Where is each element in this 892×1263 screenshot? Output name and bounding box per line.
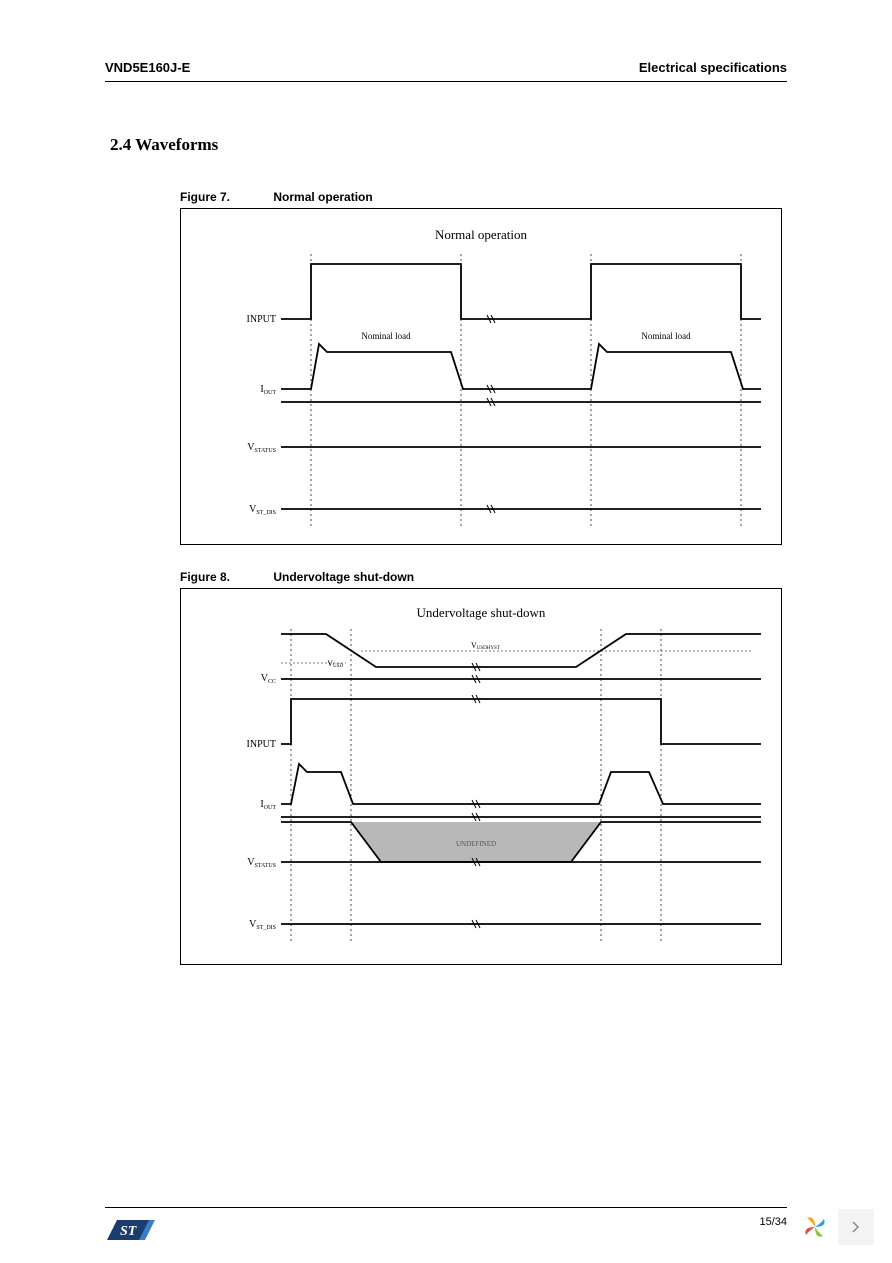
- pinwheel-icon: [800, 1212, 830, 1242]
- fig8-undefined: UNDEFINED: [456, 840, 496, 848]
- svg-text:ST: ST: [120, 1224, 138, 1239]
- figure7-caption: Figure 7. Normal operation: [180, 190, 782, 204]
- figure8-box: Undervoltage shut-down VCC VUSDHYST VUSD…: [180, 588, 782, 965]
- fig8-title: Undervoltage shut-down: [417, 605, 546, 620]
- fig7-label-input: INPUT: [247, 314, 276, 325]
- figure7-box: Normal operation INPUT Nominal load Nomi…: [180, 208, 782, 545]
- fig8-label-vstdis: VST_DIS: [249, 919, 276, 931]
- section-title-text: Waveforms: [135, 135, 218, 154]
- fig7-nominal1: Nominal load: [361, 331, 411, 341]
- fig8-vusdhyst: VUSDHYST: [471, 641, 500, 651]
- figure8-caption: Figure 8. Undervoltage shut-down: [180, 570, 782, 584]
- figure8-svg: Undervoltage shut-down VCC VUSDHYST VUSD…: [181, 589, 781, 964]
- figure7-block: Figure 7. Normal operation Normal operat…: [180, 190, 782, 545]
- header-left: VND5E160J-E: [105, 60, 190, 75]
- document-page: VND5E160J-E Electrical specifications 2.…: [0, 0, 892, 1263]
- page-header: VND5E160J-E Electrical specifications: [105, 60, 787, 82]
- section-number: 2.4: [110, 135, 131, 154]
- next-page-button[interactable]: [838, 1209, 874, 1245]
- fig7-nominal2: Nominal load: [641, 331, 691, 341]
- fig7-label-vstatus: VSTATUS: [247, 442, 276, 454]
- fig8-label-vstatus: VSTATUS: [247, 857, 276, 869]
- fig8-label-iout: IOUT: [260, 799, 276, 811]
- figure7-svg: Normal operation INPUT Nominal load Nomi…: [181, 209, 781, 544]
- section-heading: 2.4 Waveforms: [110, 135, 218, 155]
- fig7-label-iout: IOUT: [260, 384, 276, 396]
- figure8-block: Figure 8. Undervoltage shut-down Undervo…: [180, 570, 782, 965]
- page-number: 15/34: [759, 1216, 787, 1228]
- fig7-title: Normal operation: [435, 227, 528, 242]
- figure8-caption-text: Undervoltage shut-down: [273, 570, 414, 584]
- viewer-nav: [800, 1209, 874, 1245]
- fig7-label-vstdis: VST_DIS: [249, 504, 276, 516]
- page-footer: ST 15/34: [105, 1207, 787, 1208]
- figure7-caption-text: Normal operation: [273, 190, 372, 204]
- st-logo: ST: [105, 1214, 157, 1251]
- header-right: Electrical specifications: [639, 60, 787, 75]
- figure8-label: Figure 8.: [180, 570, 230, 584]
- figure7-label: Figure 7.: [180, 190, 230, 204]
- fig8-vusd: VUSD: [327, 659, 343, 669]
- fig8-label-input: INPUT: [247, 739, 276, 750]
- fig8-label-vcc: VCC: [261, 673, 276, 685]
